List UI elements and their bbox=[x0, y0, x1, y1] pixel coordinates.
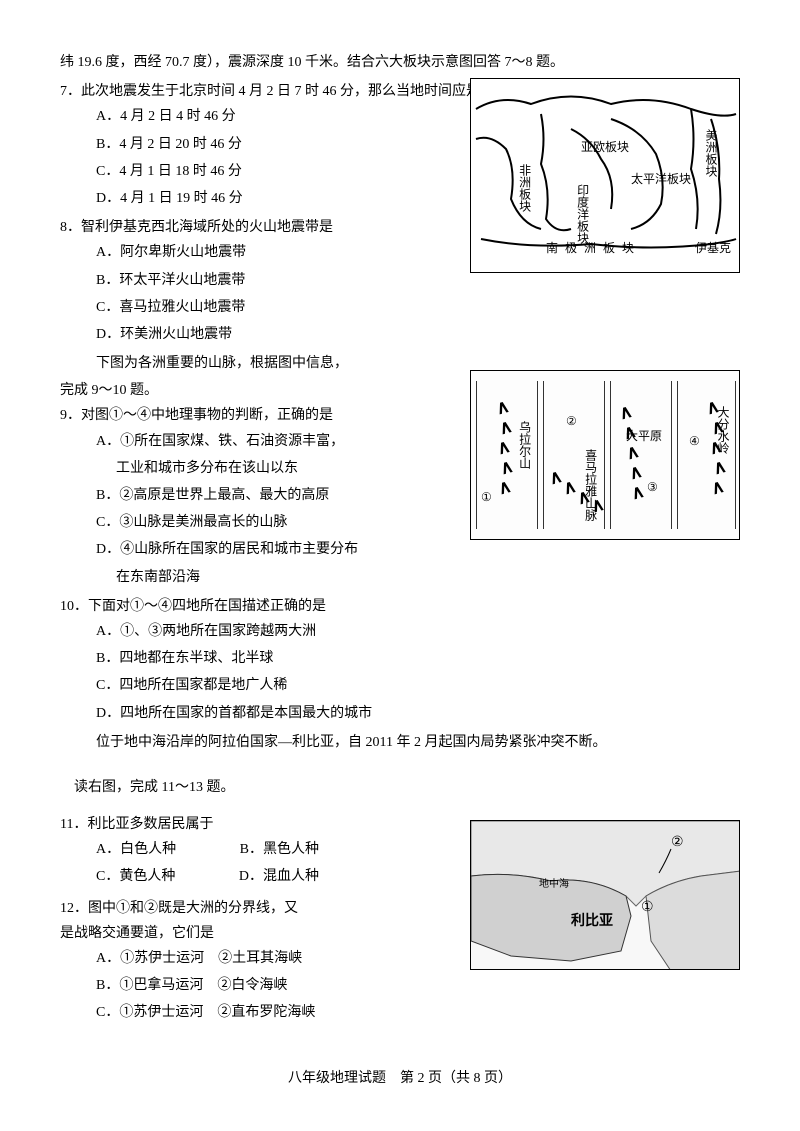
label-n4: ④ bbox=[689, 431, 700, 453]
svg-text:②: ② bbox=[671, 835, 684, 850]
q10-option-b: B．四地都在东半球、北半球 bbox=[96, 646, 740, 671]
figure-mountains: ∧ ∧ ∧ ∧ ∧ ∧ ∧ ∧ ∧ ∧ ∧ ∧ ∧ ∧ ∧ ∧ ∧ ∧ ∧ 乌拉… bbox=[470, 370, 740, 540]
label-n2: ② bbox=[566, 411, 577, 433]
label-med: 地中海 bbox=[539, 876, 569, 894]
intro-libya: 位于地中海沿岸的阿拉伯国家—利比亚，自 2011 年 2 月起国内局势紧张冲突不… bbox=[60, 730, 740, 755]
intro-top: 纬 19.6 度，西经 70.7 度），震源深度 10 千米。结合六大板块示意图… bbox=[60, 50, 740, 75]
label-eurasia: 亚欧板块 bbox=[581, 137, 629, 159]
q12-option-b: B．①巴拿马运河 ②白令海峡 bbox=[96, 973, 740, 998]
q11-option-d: D．混血人种 bbox=[239, 864, 319, 889]
q9-option-d: D．④山脉所在国家的居民和城市主要分布 bbox=[96, 537, 740, 562]
q8-option-c: C．喜马拉雅火山地震带 bbox=[96, 295, 740, 320]
q12-option-c: C．①苏伊士运河 ②直布罗陀海峡 bbox=[96, 1000, 740, 1025]
q11-option-a: A．白色人种 bbox=[96, 837, 176, 862]
svg-text:①: ① bbox=[641, 900, 654, 915]
label-divide: 大分水岭 bbox=[711, 406, 733, 454]
label-libya: 利比亚 bbox=[571, 909, 613, 934]
q10-text: 10．下面对①～④四地所在国描述正确的是 bbox=[60, 594, 740, 619]
q11-option-c: C．黄色人种 bbox=[96, 864, 175, 889]
q8-option-d: D．环美洲火山地震带 bbox=[96, 322, 740, 347]
label-n1: ① bbox=[481, 487, 492, 509]
q10-option-d: D．四地所在国家的首都都是本国最大的城市 bbox=[96, 701, 740, 726]
label-africa: 非洲板块 bbox=[513, 164, 535, 212]
label-pacific: 太平洋板块 bbox=[631, 169, 691, 191]
q11-option-b: B．黑色人种 bbox=[240, 837, 319, 862]
label-n3: ③ bbox=[647, 477, 658, 499]
label-himalaya: 喜马拉雅山脉 bbox=[579, 449, 601, 521]
label-iquique: 伊基克 bbox=[695, 238, 731, 260]
q10-option-c: C．四地所在国家都是地广人稀 bbox=[96, 673, 740, 698]
label-america: 美洲板块 bbox=[699, 129, 721, 177]
intro-readmap: 读右图，完成 11～13 题。 bbox=[60, 775, 740, 800]
page-footer: 八年级地理试题 第 2 页（共 8 页） bbox=[0, 1066, 800, 1091]
label-plain: 大平原 bbox=[626, 426, 662, 448]
question-10: 10．下面对①～④四地所在国描述正确的是 A．①、③两地所在国家跨越两大洲 B．… bbox=[60, 594, 740, 726]
label-indian: 印度洋板块 bbox=[571, 184, 593, 244]
q9-option-d-cont: 在东南部沿海 bbox=[96, 565, 740, 590]
label-ural: 乌拉尔山 bbox=[513, 421, 535, 469]
q10-option-a: A．①、③两地所在国家跨越两大洲 bbox=[96, 619, 740, 644]
figure-plates: 亚欧板块 非洲板块 太平洋板块 美洲板块 南 极 洲 板 块 印度洋板块 伊基克 bbox=[470, 78, 740, 273]
figure-libya: ① ② 利比亚 地中海 bbox=[470, 820, 740, 970]
